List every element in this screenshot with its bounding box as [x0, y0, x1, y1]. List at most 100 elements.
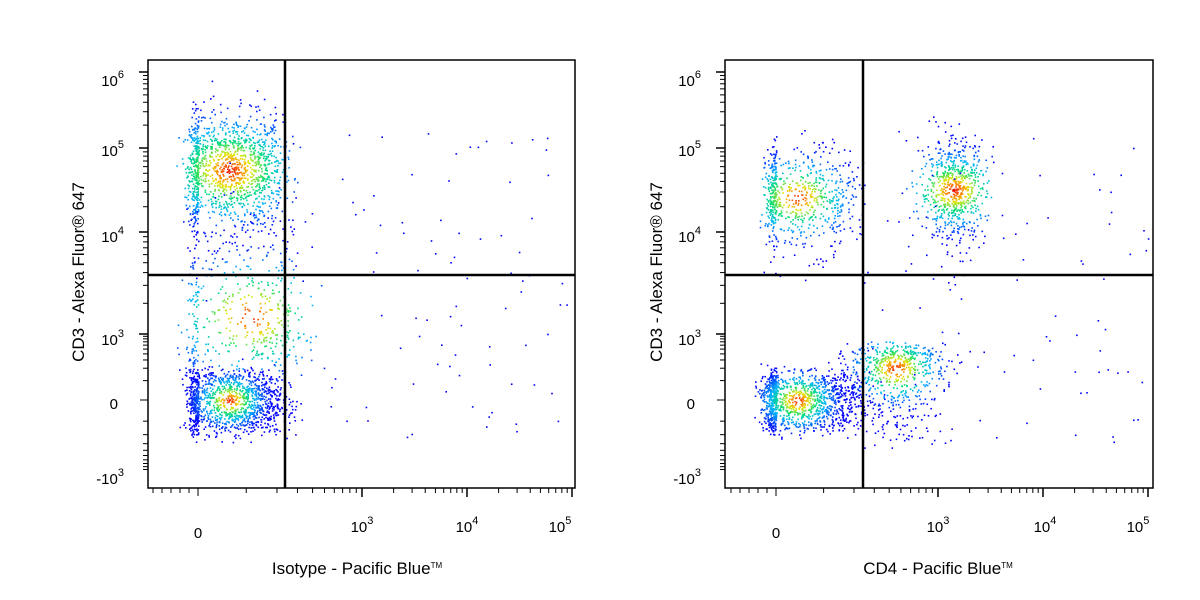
event-dot	[204, 145, 206, 147]
event-dot	[930, 158, 933, 160]
event-dot	[236, 365, 238, 368]
event-dot	[831, 389, 833, 392]
event-dot	[237, 434, 240, 437]
event-dot	[773, 178, 776, 180]
event-dot	[195, 325, 198, 327]
event-dot	[955, 207, 957, 209]
event-dot	[277, 414, 280, 416]
event-dot	[254, 155, 256, 158]
event-dot	[275, 112, 277, 115]
event-dot	[775, 213, 777, 215]
event-dot	[830, 200, 832, 202]
event-dot	[177, 347, 179, 349]
event-dot	[219, 417, 222, 419]
event-dot	[931, 166, 934, 168]
event-dot	[256, 119, 258, 121]
event-dot	[192, 195, 195, 198]
event-dot	[945, 179, 947, 181]
event-dot	[252, 281, 254, 284]
event-dot	[212, 167, 214, 169]
event-dot	[201, 415, 203, 418]
event-dot	[185, 196, 188, 199]
event-dot	[962, 165, 965, 167]
event-dot	[289, 349, 291, 351]
event-dot	[223, 391, 226, 394]
event-dot	[259, 408, 261, 410]
event-dot	[257, 247, 260, 249]
event-dot	[966, 199, 968, 202]
event-dot	[253, 337, 255, 340]
event-dot	[238, 400, 241, 403]
event-dot	[292, 339, 295, 342]
event-dot	[234, 399, 237, 401]
event-dot	[245, 146, 247, 149]
event-dot	[263, 98, 266, 101]
event-dot	[261, 176, 263, 178]
y-tick-label-3: 103	[101, 328, 124, 349]
event-dot	[406, 436, 409, 439]
event-dot	[212, 420, 215, 423]
event-dot	[212, 135, 215, 138]
event-dot	[820, 383, 823, 386]
event-dot	[935, 218, 938, 220]
event-dot	[196, 420, 199, 422]
event-dot	[940, 265, 943, 268]
event-dot	[372, 271, 375, 273]
event-dot	[788, 189, 791, 192]
event-dot	[214, 167, 217, 169]
event-dot	[774, 139, 777, 142]
event-dot	[800, 231, 803, 233]
event-dot	[241, 137, 243, 139]
event-dot	[251, 358, 254, 360]
event-dot	[274, 365, 277, 367]
event-dot	[222, 388, 224, 390]
event-dot	[191, 395, 194, 398]
event-dot	[196, 140, 199, 142]
event-dot	[192, 362, 194, 364]
event-dot	[271, 378, 274, 381]
event-dot	[957, 225, 959, 227]
event-dot	[957, 189, 960, 191]
event-dot	[185, 375, 188, 377]
event-dot	[775, 238, 778, 241]
event-dot	[223, 165, 226, 168]
event-dot	[848, 390, 850, 392]
event-dot	[254, 372, 256, 375]
event-dot	[238, 138, 240, 140]
event-dot	[373, 195, 375, 197]
event-dot	[235, 131, 237, 133]
event-dot	[207, 394, 209, 397]
event-dot	[213, 139, 216, 142]
event-dot	[197, 354, 200, 357]
event-dot	[232, 143, 234, 145]
event-dot	[192, 348, 194, 350]
event-dot	[251, 394, 253, 396]
event-dot	[228, 387, 231, 389]
event-dot	[206, 400, 208, 403]
event-dot	[270, 179, 273, 182]
event-dot	[241, 227, 244, 229]
event-dot	[225, 189, 228, 192]
event-dot	[249, 191, 251, 194]
event-dot	[233, 167, 236, 169]
event-dot	[964, 195, 966, 198]
event-dot	[212, 95, 215, 98]
event-dot	[204, 117, 206, 119]
event-dot	[252, 179, 254, 181]
event-dot	[220, 153, 222, 155]
event-dot	[859, 233, 861, 235]
event-dot	[192, 365, 195, 368]
event-dot	[236, 161, 238, 164]
event-dot	[198, 199, 201, 201]
event-dot	[190, 134, 193, 136]
event-dot	[237, 126, 239, 128]
event-dot	[258, 201, 260, 203]
event-dot	[205, 146, 207, 149]
event-dot	[835, 167, 837, 170]
event-dot	[226, 408, 228, 411]
event-dot	[303, 333, 305, 335]
event-dot	[200, 397, 202, 400]
event-dot	[212, 374, 215, 377]
event-dot	[980, 194, 983, 197]
event-dot	[197, 390, 199, 392]
